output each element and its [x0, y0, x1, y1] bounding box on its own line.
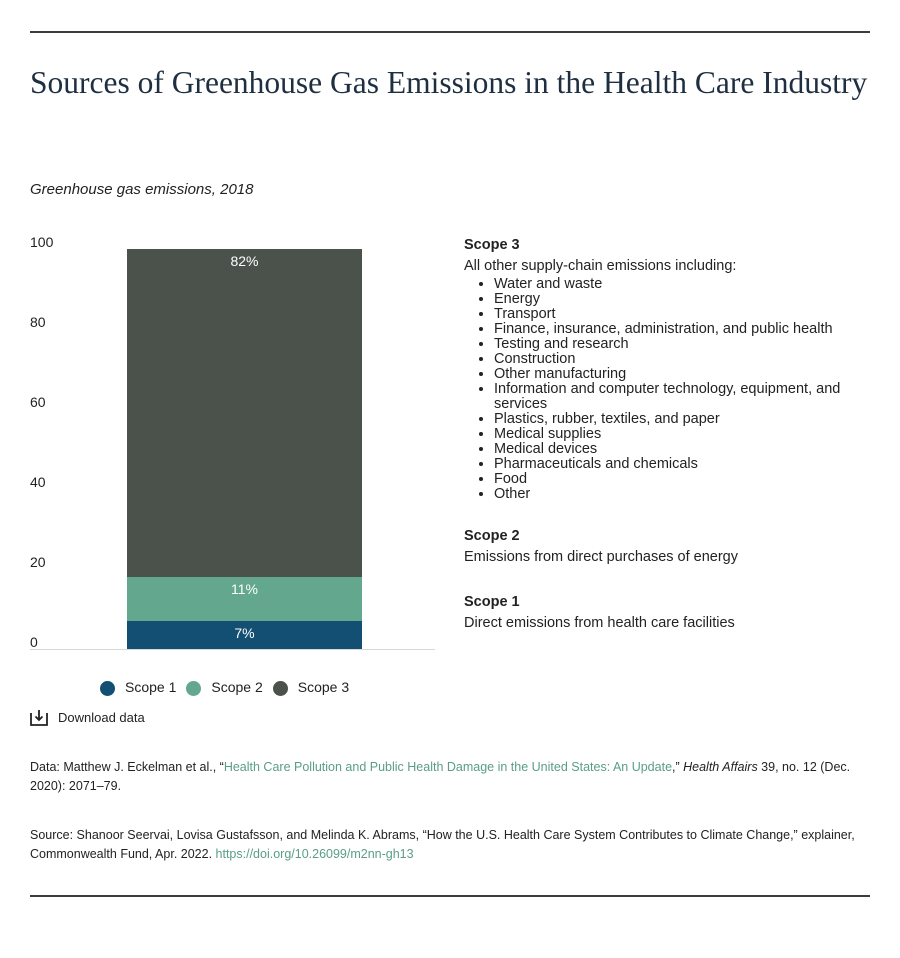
legend-item: Scope 1 [100, 678, 176, 696]
download-data-button[interactable]: Download data [30, 709, 145, 726]
y-tick-label: 100 [30, 234, 54, 250]
y-tick-label: 0 [30, 634, 38, 650]
scope1-desc: Direct emissions from health care facili… [464, 615, 735, 631]
scope3-item: Testing and research [494, 337, 874, 352]
scope2-description: Scope 2 Emissions from direct purchases … [464, 526, 874, 568]
scope2-desc: Emissions from direct purchases of energ… [464, 549, 738, 565]
data-note-journal: Health Affairs [683, 760, 758, 774]
data-note-suffix: 39, no. 12 (Dec. 2020): 2071–79. [30, 760, 851, 793]
legend-item: Scope 3 [272, 678, 350, 696]
data-label: 7% [234, 625, 254, 641]
bar-segment-scope-3 [127, 249, 362, 577]
y-tick-label: 80 [30, 314, 46, 330]
scope3-item: Other [494, 487, 874, 502]
data-label: 82% [230, 253, 258, 269]
data-label: 11% [231, 581, 258, 597]
stacked-bar-chart: 0 20 40 60 80 100 7% 11% 82% [30, 234, 435, 650]
scope3-item: Water and waste [494, 277, 874, 292]
data-note: Data: Matthew J. Eckelman et al., “Healt… [30, 758, 875, 796]
legend-swatch [186, 681, 202, 696]
scope3-item: Information and computer technology, equ… [494, 382, 874, 412]
scope3-item: Food [494, 472, 874, 487]
chart-title: Sources of Greenhouse Gas Emissions in t… [30, 65, 868, 100]
data-note-link[interactable]: Health Care Pollution and Public Health … [223, 760, 673, 774]
scope2-title: Scope 2 [464, 528, 520, 544]
scope3-item: Plastics, rubber, textiles, and paper [494, 412, 874, 427]
source-note: Source: Shanoor Seervai, Lovisa Gustafss… [30, 826, 875, 864]
scope3-item: Other manufacturing [494, 367, 874, 382]
legend-label: Scope 1 [125, 679, 177, 695]
scope3-item: Medical supplies [494, 427, 874, 442]
top-rule [30, 31, 870, 33]
scope3-item: Energy [494, 292, 874, 307]
legend-label: Scope 3 [297, 679, 350, 695]
data-note-prefix: Data: Matthew J. Eckelman et al., “ [30, 760, 224, 774]
source-note-text: Source: Shanoor Seervai, Lovisa Gustafss… [30, 828, 855, 861]
scope3-title: Scope 3 [464, 237, 520, 253]
legend-swatch [100, 681, 115, 696]
y-tick-label: 20 [30, 554, 46, 570]
scope3-item: Transport [494, 307, 874, 322]
download-data-label: Download data [58, 710, 145, 725]
y-tick-label: 40 [30, 474, 46, 490]
scope3-item: Medical devices [494, 442, 874, 457]
scope3-item: Construction [494, 352, 874, 367]
y-tick-label: 60 [30, 394, 46, 410]
bar-segment-scope-2 [127, 577, 362, 621]
scope3-description: Scope 3 All other supply-chain emissions… [464, 235, 874, 502]
source-note-link[interactable]: https://doi.org/10.26099/m2nn-gh13 [215, 847, 414, 861]
legend-label: Scope 2 [211, 679, 263, 695]
chart-legend: Scope 1 Scope 2 Scope 3 [100, 678, 359, 696]
legend-item: Scope 2 [186, 678, 263, 696]
download-icon [30, 710, 48, 726]
chart-subtitle: Greenhouse gas emissions, 2018 [30, 181, 254, 198]
bar-segment-scope-1 [127, 621, 362, 649]
scope1-description: Scope 1 Direct emissions from health car… [464, 592, 874, 634]
data-note-mid: ,” [672, 760, 684, 774]
scope3-desc: All other supply-chain emissions includi… [464, 258, 737, 274]
scope3-item: Finance, insurance, administration, and … [494, 322, 874, 337]
legend-swatch [272, 681, 288, 696]
scope1-title: Scope 1 [464, 594, 520, 610]
scope3-item: Pharmaceuticals and chemicals [494, 457, 874, 472]
scope3-list: Water and wasteEnergyTransportFinance, i… [494, 277, 874, 502]
bottom-rule [30, 895, 870, 897]
